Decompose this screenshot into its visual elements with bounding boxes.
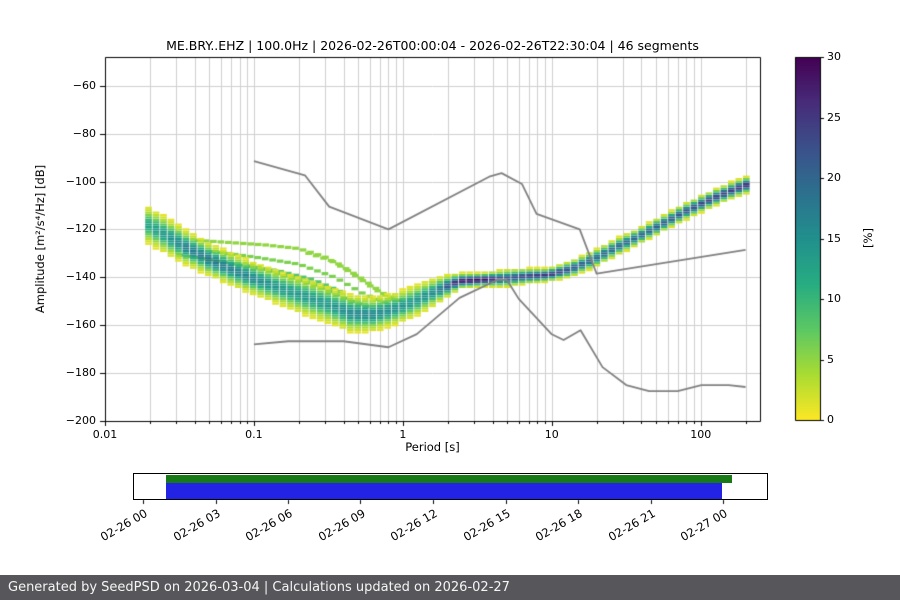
timeline-segment-green [165,475,733,483]
timeline-segment-blue [165,483,723,499]
x-axis-label: Period [s] [405,440,460,454]
colorbar-tick-label: 20 [827,171,841,184]
colorbar-tick-label: 15 [827,231,841,245]
y-tick-label: −140 [65,270,96,284]
y-tick-label: −100 [65,174,96,188]
footer-text: Generated by SeedPSD on 2026-03-04 | Cal… [8,580,510,595]
y-tick-label: −60 [72,78,96,92]
x-tick-label: 1 [399,428,407,441]
colorbar-tick-label: 10 [827,292,841,305]
x-tick-label: 0.01 [92,428,118,441]
x-tick-label: 10 [544,428,559,441]
timeline-coverage-bar [133,473,768,500]
y-tick-label: −80 [72,126,96,140]
y-tick-label: −180 [65,366,96,380]
colorbar-label: [%] [861,228,875,248]
plot-title: ME.BRY..EHZ | 100.0Hz | 2026-02-26T00:00… [166,38,699,53]
footer-bar: Generated by SeedPSD on 2026-03-04 | Cal… [0,575,900,600]
y-tick-label: −200 [65,414,96,427]
colorbar-tick-label: 25 [827,110,841,124]
colorbar-tick-label: 0 [827,413,834,426]
y-tick-label: −160 [65,318,96,332]
colorbar-tick-label: 5 [827,352,834,366]
x-tick-label: 100 [690,428,712,441]
colorbar-tick-label: 30 [827,50,841,63]
y-tick-label: −120 [65,222,96,236]
x-tick-label: 0.1 [245,428,263,441]
